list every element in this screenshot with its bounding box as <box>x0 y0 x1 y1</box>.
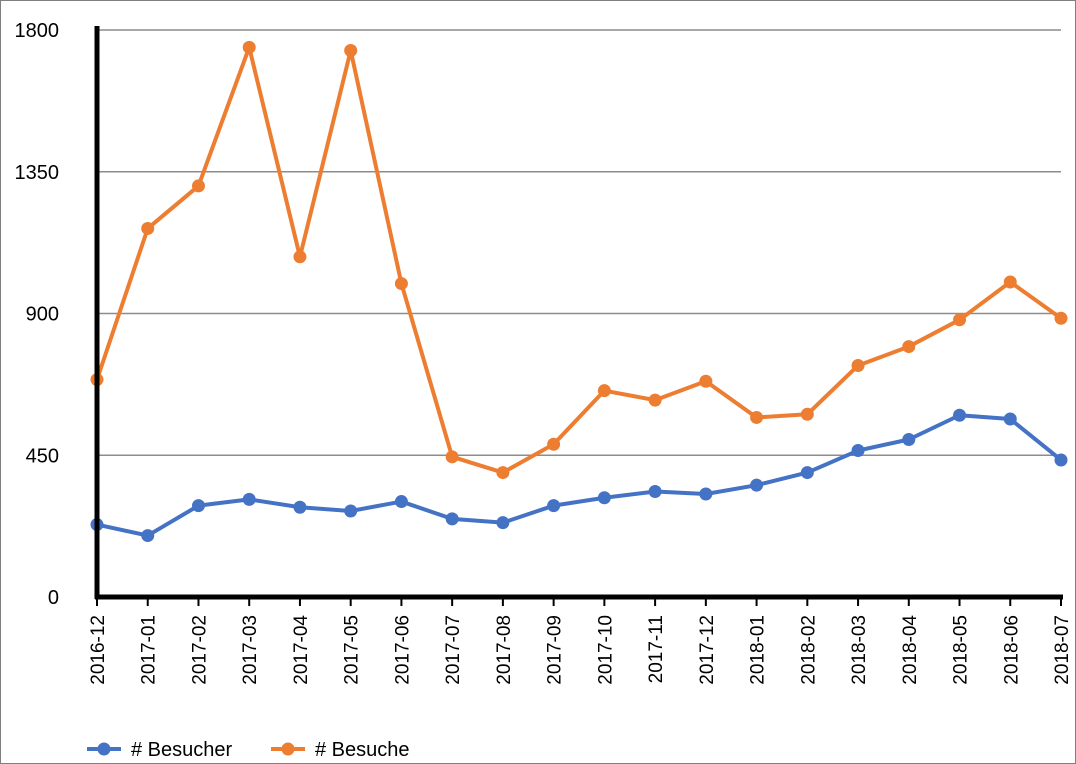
series-line <box>95 413 1063 538</box>
data-point <box>699 374 713 388</box>
data-point <box>496 466 510 480</box>
y-tick-label: 900 <box>26 304 59 326</box>
data-point <box>445 450 459 464</box>
legend-item: # Besucher <box>87 739 233 761</box>
data-point <box>496 516 510 530</box>
data-point <box>1003 412 1017 426</box>
data-point <box>902 340 916 354</box>
data-point <box>750 410 764 424</box>
data-point <box>394 277 408 291</box>
data-point <box>851 358 865 372</box>
data-point <box>800 407 814 421</box>
legend-swatch-marker <box>281 742 295 756</box>
y-tick-label: 1350 <box>15 162 60 184</box>
y-tick-label: 450 <box>26 445 59 467</box>
x-tick-label: 2017-09 <box>545 615 566 685</box>
data-point <box>141 529 155 543</box>
data-point <box>445 512 459 526</box>
data-point <box>597 491 611 505</box>
data-point <box>242 492 256 506</box>
legend-label: # Besucher <box>131 739 233 761</box>
data-point <box>750 478 764 492</box>
x-tick-label: 2016-12 <box>88 615 109 685</box>
x-tick-label: 2017-02 <box>189 615 210 685</box>
x-tick-label: 2018-02 <box>798 615 819 685</box>
x-tick-label: 2017-05 <box>342 615 363 685</box>
legend-item: # Besuche <box>271 739 410 761</box>
data-point <box>699 487 713 501</box>
gridlines <box>97 29 1061 456</box>
x-tick-label: 2017-12 <box>697 615 718 685</box>
legend-label: # Besuche <box>315 739 410 761</box>
x-tick-label: 2017-03 <box>240 615 261 685</box>
data-point <box>1054 453 1068 467</box>
y-tick-label: 0 <box>48 587 59 609</box>
data-point <box>141 221 155 235</box>
series-besucher <box>90 408 1068 543</box>
data-point <box>293 250 307 264</box>
data-point <box>191 179 205 193</box>
x-tick-label: 2017-10 <box>595 615 616 685</box>
legend: # Besucher # Besuche <box>87 739 410 761</box>
data-point <box>953 408 967 422</box>
data-point <box>953 313 967 327</box>
series-besuche <box>90 40 1068 480</box>
x-tick-label: 2018-05 <box>951 615 972 685</box>
data-point <box>648 484 662 498</box>
axes <box>94 26 1063 606</box>
data-point <box>547 499 561 513</box>
x-tick-label: 2017-08 <box>494 615 515 685</box>
x-tick-label: 2018-04 <box>900 615 921 685</box>
data-point <box>293 500 307 514</box>
legend-swatch-marker <box>97 742 111 756</box>
data-point <box>902 433 916 446</box>
data-point <box>851 444 865 458</box>
y-axis-tick-labels: 0 450 900 1350 1800 <box>15 20 60 609</box>
x-tick-label: 2017-11 <box>646 615 667 683</box>
x-tick-label: 2017-04 <box>291 615 312 685</box>
x-tick-label: 2018-01 <box>748 615 769 685</box>
data-point <box>242 40 256 54</box>
data-point <box>648 393 662 407</box>
x-tick-label: 2017-01 <box>139 615 160 685</box>
data-point <box>547 437 561 451</box>
series-line <box>95 45 1063 475</box>
data-point <box>800 466 814 480</box>
data-point <box>191 499 205 513</box>
data-point <box>597 384 611 398</box>
data-point <box>344 43 358 57</box>
x-axis-tick-labels: 2016-12 2017-01 2017-02 2017-03 2017-04 2017-… <box>88 615 1073 685</box>
data-point <box>394 495 408 509</box>
series-layer <box>90 40 1068 543</box>
x-tick-label: 2018-07 <box>1052 615 1073 685</box>
data-point <box>1003 275 1017 289</box>
x-tick-label: 2017-06 <box>392 615 413 685</box>
x-tick-label: 2018-03 <box>849 615 870 685</box>
data-point <box>344 504 358 518</box>
x-tick-label: 2017-07 <box>443 615 464 685</box>
y-tick-label: 1800 <box>15 20 60 42</box>
data-point <box>1054 311 1068 325</box>
x-tick-label: 2018-06 <box>1001 615 1022 685</box>
